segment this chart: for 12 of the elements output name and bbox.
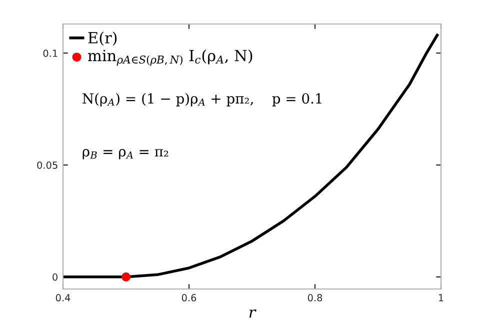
annotation: ρ$_{B}$ = ρ$_{A}$ = π₂ xyxy=(82,149,168,160)
legend-label: min$_{ρA∈S(ρB,N)}$ I$_{c}$(ρ$_{A}$, N) xyxy=(88,49,252,66)
x-tick-label: 0.6 xyxy=(182,294,196,302)
y-tick-label: 0.1 xyxy=(43,50,58,57)
x-tick-label: 0.8 xyxy=(308,294,322,302)
y-tick-label: 0.05 xyxy=(37,161,58,169)
annotation: N(ρ$_{A}$) = (1 − p)ρ$_{A}$ + pπ₂, p = 0.1 xyxy=(82,92,322,106)
y-tick-label: 0 xyxy=(52,273,58,281)
x-tick-label: 1 xyxy=(438,294,444,302)
x-tick-label: 0.4 xyxy=(56,294,70,302)
legend-label: E(r) xyxy=(88,32,117,46)
x-axis-title: r xyxy=(249,310,256,318)
